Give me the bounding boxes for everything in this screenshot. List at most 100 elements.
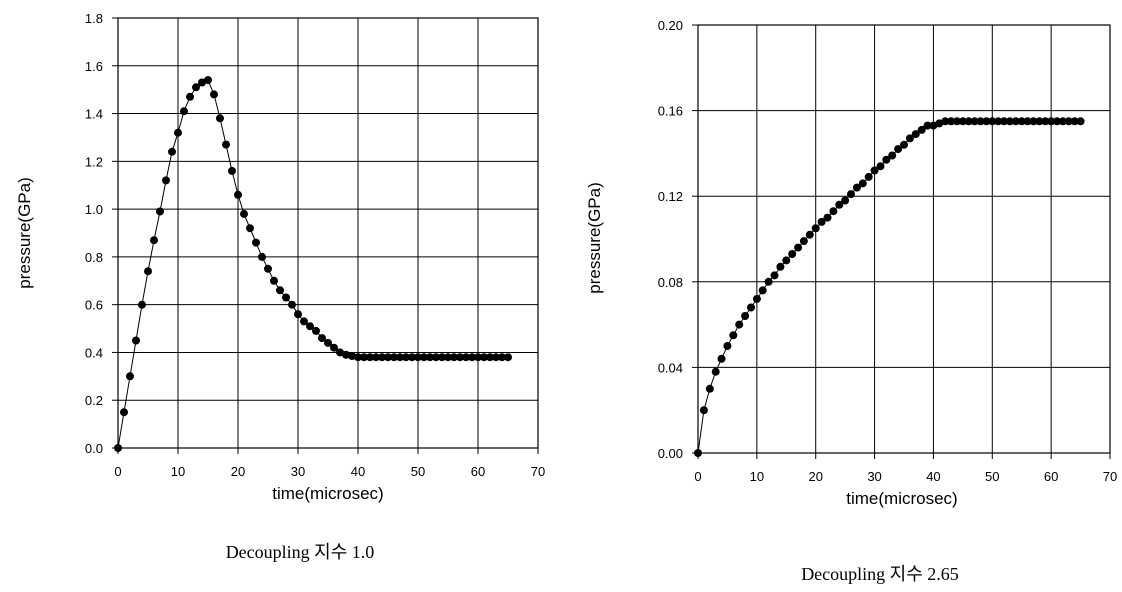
y-tick-label: 0.00	[658, 446, 683, 461]
data-point	[770, 271, 779, 280]
chart-decoupling-1-0: 0.0 0.2 0.4 0.6 0.8 1.0 1.2 1.4 1.6 1.8 0 10 20 30 40…	[15, 11, 545, 562]
data-point	[811, 224, 820, 233]
data-point	[264, 264, 272, 273]
data-point	[741, 312, 750, 320]
data-point	[782, 256, 791, 265]
data-point	[198, 78, 206, 87]
data-point	[864, 172, 873, 181]
data-point	[150, 236, 158, 245]
data-point	[330, 343, 338, 352]
data-point	[318, 334, 326, 343]
data-point	[144, 267, 152, 276]
x-tick-label: 30	[291, 464, 305, 479]
data-point	[354, 353, 362, 362]
x-tick-label: 0	[114, 464, 121, 479]
data-point	[723, 342, 732, 350]
y-tick-label: 0.4	[85, 345, 103, 360]
data-point	[711, 367, 720, 376]
data-point	[1000, 117, 1009, 126]
data-point	[905, 134, 914, 143]
data-point	[752, 294, 761, 303]
plot-frame	[117, 17, 539, 449]
data-point	[911, 130, 920, 139]
x-axis-label: time(microsec)	[846, 489, 957, 508]
data-point	[492, 353, 500, 362]
data-point	[372, 353, 380, 362]
series-points	[694, 117, 1085, 457]
data-point	[450, 353, 458, 362]
data-point	[1076, 117, 1085, 126]
data-point	[776, 262, 785, 271]
data-point	[870, 166, 879, 175]
data-point	[432, 353, 440, 362]
data-point	[414, 353, 422, 362]
data-point	[300, 317, 308, 326]
data-point	[947, 117, 956, 126]
data-point	[132, 336, 140, 345]
data-point	[486, 353, 494, 362]
data-point	[882, 155, 891, 164]
data-point	[917, 125, 926, 134]
data-point	[438, 353, 446, 362]
data-point	[504, 353, 512, 362]
y-tick-label: 0.6	[85, 298, 103, 313]
x-tick-label: 50	[985, 469, 999, 484]
data-point	[282, 293, 290, 302]
y-axis-label: pressure(GPa)	[15, 177, 34, 288]
data-point	[162, 176, 170, 185]
data-point	[378, 353, 386, 362]
chart-caption: Decoupling 지수 2.65	[801, 564, 959, 584]
data-point	[156, 207, 164, 216]
x-tick-label: 0	[694, 469, 701, 484]
data-point	[964, 117, 973, 126]
data-point	[234, 190, 242, 199]
data-point	[835, 200, 844, 209]
x-tick-label: 70	[531, 464, 545, 479]
data-point	[384, 353, 392, 362]
x-tick-labels: 0 10 20 30 40 50 60 70	[114, 464, 545, 479]
x-tick-label: 40	[351, 464, 365, 479]
y-tick-label: 1.8	[85, 11, 103, 26]
data-point	[1023, 117, 1032, 126]
data-point	[1041, 117, 1050, 126]
data-point	[1058, 117, 1067, 126]
data-point	[402, 353, 410, 362]
data-point	[847, 190, 855, 199]
data-point	[982, 117, 991, 126]
data-point	[336, 348, 344, 357]
data-point	[498, 353, 506, 362]
data-point	[348, 352, 356, 360]
x-tick-label: 70	[1103, 469, 1117, 484]
data-point	[174, 128, 182, 137]
x-tick-label: 50	[411, 464, 425, 479]
data-point	[246, 224, 254, 233]
y-tick-label: 0.2	[85, 393, 103, 408]
data-point	[829, 207, 838, 216]
data-point	[210, 90, 218, 99]
data-point	[120, 408, 128, 417]
y-tick-label: 0.08	[658, 275, 683, 290]
x-tick-label: 20	[808, 469, 822, 484]
data-point	[390, 353, 398, 362]
y-tick-label: 1.6	[85, 59, 103, 74]
data-point	[1035, 117, 1044, 126]
data-point	[168, 147, 176, 156]
data-point	[758, 286, 767, 295]
grid	[692, 24, 1111, 459]
x-tick-label: 20	[231, 464, 245, 479]
data-point	[360, 353, 368, 362]
data-point	[705, 384, 714, 393]
data-point	[994, 117, 1003, 126]
data-point	[126, 372, 134, 381]
data-point	[1005, 117, 1014, 126]
plot-frame	[697, 24, 1111, 454]
data-point	[456, 353, 464, 362]
data-point	[1017, 117, 1026, 126]
y-tick-label: 0.04	[658, 360, 683, 375]
y-tick-label: 0.0	[85, 441, 103, 456]
x-tick-label: 30	[867, 469, 881, 484]
data-point	[114, 444, 122, 452]
data-point	[258, 252, 266, 261]
data-point	[408, 353, 416, 362]
